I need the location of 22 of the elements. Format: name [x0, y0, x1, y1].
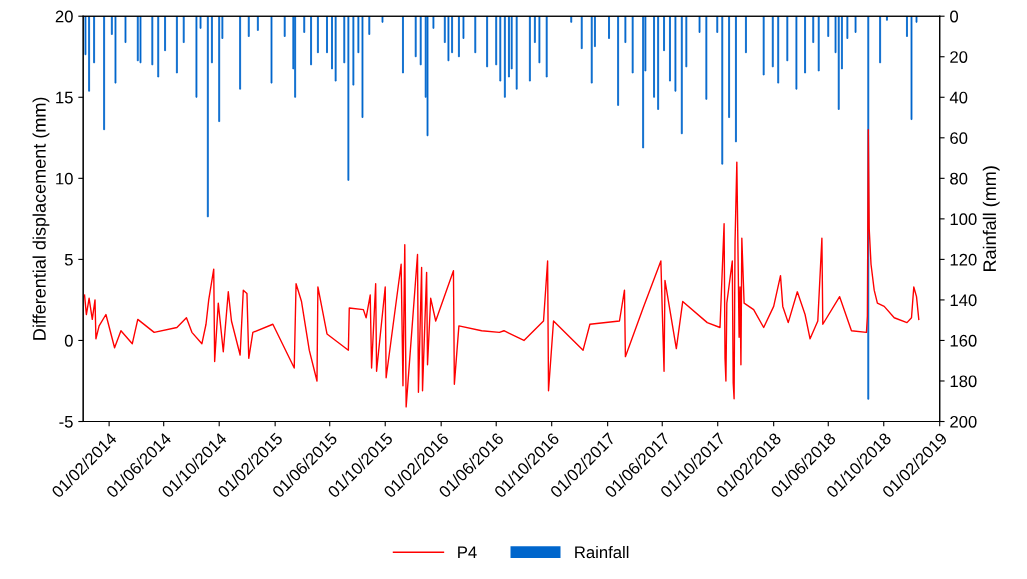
y2-tick-label: 0 — [950, 10, 959, 23]
y2-tick-label: 120 — [950, 253, 977, 266]
y-tick-label: 15 — [56, 91, 73, 104]
y2-tick-label: 140 — [950, 294, 977, 307]
y2-tick-label: 40 — [949, 91, 968, 104]
y2-tick-label: 100 — [950, 213, 977, 226]
y-axis-title: Differential displacement (mm) — [32, 97, 50, 340]
y2-tick-label: 60 — [950, 132, 968, 145]
y2-tick-label: 180 — [950, 375, 977, 388]
y-tick-label: 0 — [64, 334, 73, 347]
legend-label: Rainfall — [575, 545, 629, 559]
line-series — [83, 129, 920, 408]
y-tick-label: 5 — [64, 253, 73, 266]
y-tick-label: 20 — [55, 10, 73, 23]
y2-tick-label: 160 — [950, 334, 977, 347]
y-tick-label: -5 — [59, 416, 73, 428]
y2-tick-label: 80 — [950, 172, 968, 185]
y-tick-label: 10 — [56, 172, 73, 185]
legend-label: P4 — [458, 546, 477, 559]
y2-tick-label: 200 — [950, 415, 977, 428]
y2-axis-title: Rainfall (mm) — [982, 166, 1000, 272]
y2-tick-label: 20 — [950, 51, 968, 63]
